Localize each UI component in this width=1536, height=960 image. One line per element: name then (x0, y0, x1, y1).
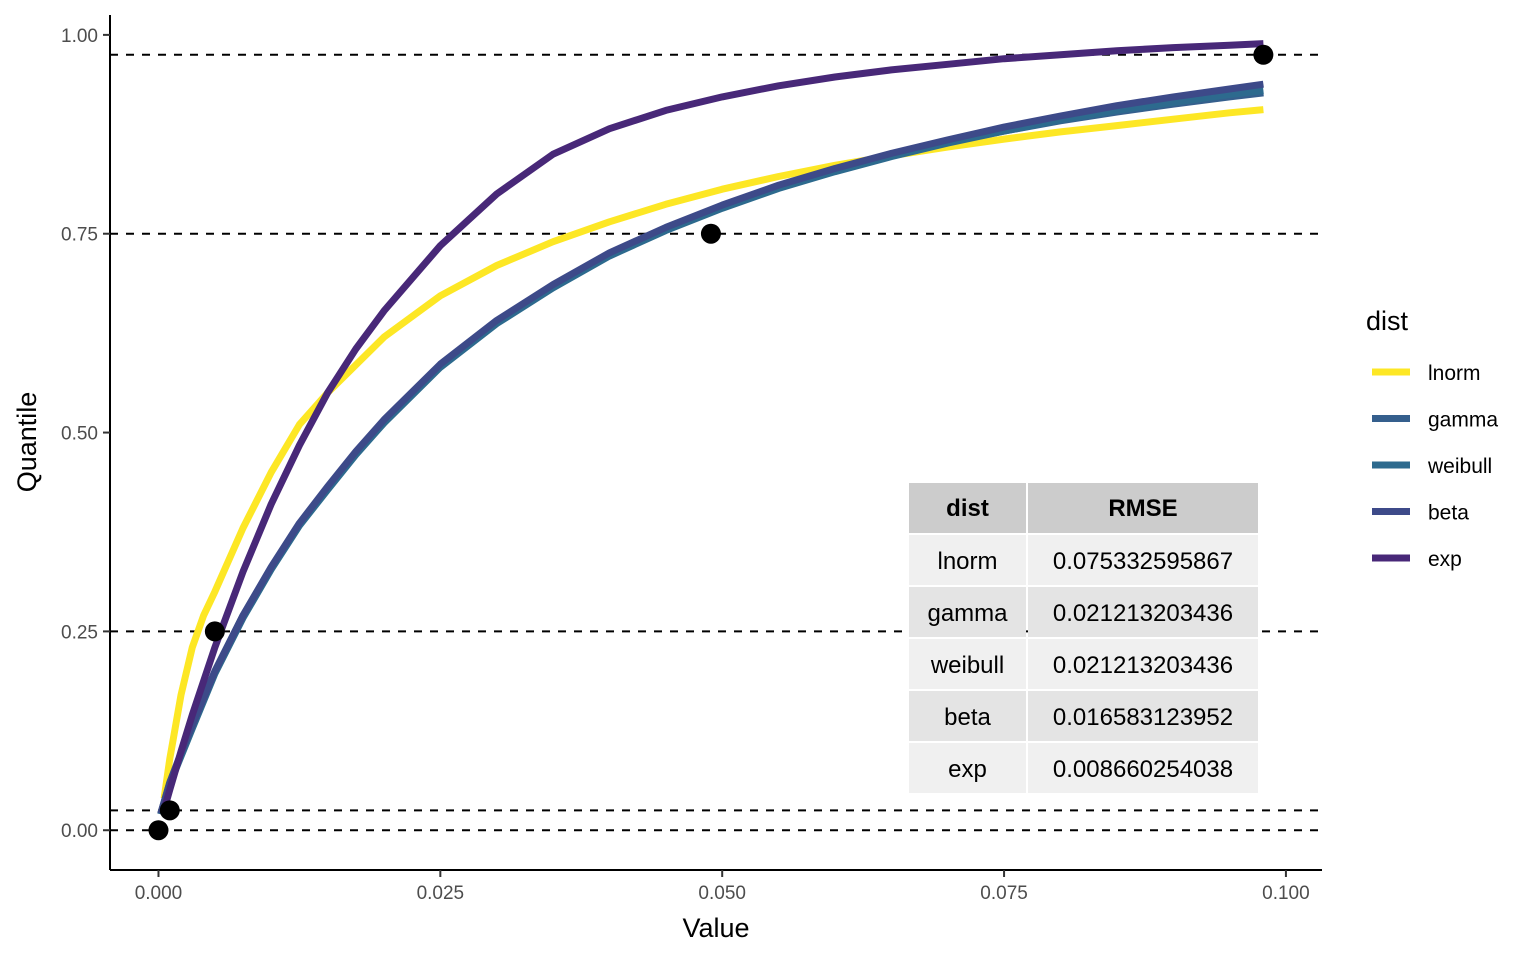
table-dist-lnorm: lnorm (937, 548, 997, 575)
x-tick-label: 0.000 (135, 883, 183, 904)
table-cell (1028, 743, 1258, 793)
x-tick-label: 0.075 (980, 883, 1028, 904)
table-dist-weibull: weibull (930, 652, 1004, 679)
y-tick-label: 0.50 (61, 424, 98, 445)
data-point-1 (159, 800, 180, 821)
table-rmse-value: 0.021213203436 (1053, 600, 1233, 627)
table-cell (909, 691, 1026, 741)
data-point-2 (204, 621, 225, 642)
table-cell (909, 743, 1026, 793)
series-line-exp (160, 40, 1264, 811)
series-line-beta (157, 80, 1264, 815)
y-axis-title: Quantile (12, 392, 42, 493)
legend-label-beta: beta (1428, 502, 1469, 525)
table-dist-beta: beta (944, 704, 991, 731)
legend: dist lnorm gamma weibull beta exp (1366, 306, 1498, 571)
legend-label-exp: exp (1428, 548, 1462, 571)
observed-points (148, 44, 1274, 841)
y-tick-label: 0.75 (61, 225, 98, 246)
table-rmse-value: 0.008660254038 (1053, 756, 1233, 783)
table-rmse-value: 0.016583123952 (1053, 704, 1233, 731)
table-cell (1028, 535, 1258, 585)
table-rmse-value: 0.021213203436 (1053, 652, 1233, 679)
table-dist-exp: exp (948, 756, 987, 783)
series-line-lnorm (160, 106, 1264, 799)
axes (109, 15, 1322, 871)
x-tick-label: 0.025 (417, 883, 465, 904)
table-header-cell (1028, 483, 1258, 533)
table-header-RMSE: RMSE (1108, 495, 1177, 522)
y-tick-label: 0.00 (61, 821, 98, 842)
table-dist-gamma: gamma (927, 600, 1008, 627)
legend-label-gamma: gamma (1428, 409, 1498, 432)
x-tick-label: 0.050 (698, 883, 746, 904)
x-axis-title: Value (682, 913, 749, 943)
table-cell (1028, 639, 1258, 689)
legend-title: dist (1366, 306, 1409, 336)
table-cell (1028, 691, 1258, 741)
data-point-3 (700, 223, 721, 244)
x-tick-label: 0.100 (1262, 883, 1310, 904)
rmse-table: dist RMSE lnorm 0.075332595867 gamma 0.021213… (909, 483, 1258, 793)
table-rmse-value: 0.075332595867 (1053, 548, 1233, 575)
legend-label-lnorm: lnorm (1428, 362, 1481, 385)
data-point-0 (148, 820, 169, 841)
series-lines (157, 40, 1264, 816)
data-point-4 (1253, 44, 1274, 65)
table-cell (1028, 587, 1258, 637)
table-header-cell (909, 483, 1026, 533)
y-tick-label: 0.25 (61, 622, 98, 643)
table-header-dist: dist (946, 495, 989, 522)
y-tick-label: 1.00 (61, 26, 98, 47)
table-cell (909, 639, 1026, 689)
table-cell (909, 535, 1026, 585)
ticks: 0.000 0.025 0.050 0.075 0.100 0.00 0.25 0.50 0.7… (61, 26, 1310, 904)
table-cell (909, 587, 1026, 637)
legend-label-weibull: weibull (1427, 455, 1492, 478)
